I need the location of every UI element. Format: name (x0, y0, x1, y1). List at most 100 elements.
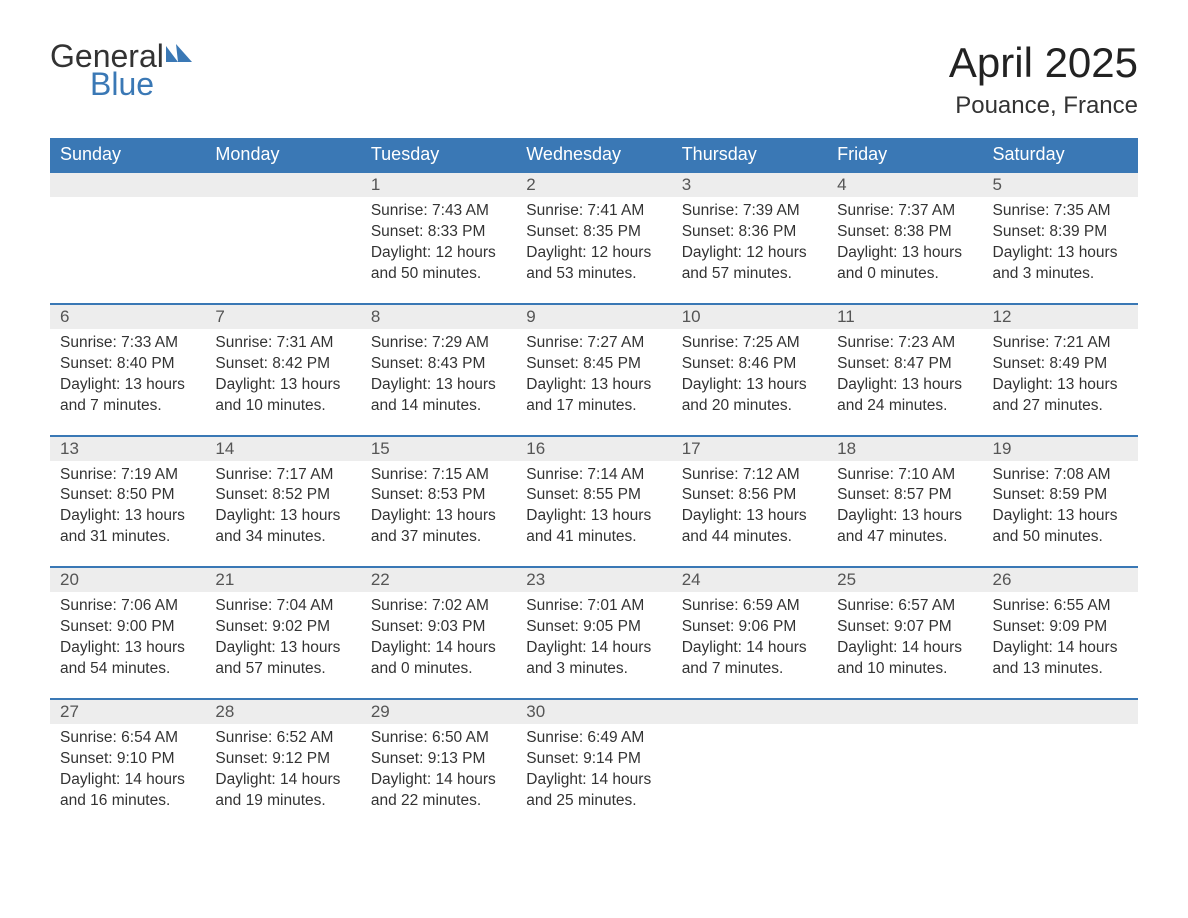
day-number-cell: 5 (983, 172, 1138, 197)
day-content-cell: Sunrise: 7:43 AMSunset: 8:33 PMDaylight:… (361, 197, 516, 304)
sunset-line: Sunset: 8:33 PM (371, 222, 506, 243)
sunrise-line: Sunrise: 6:59 AM (682, 596, 817, 617)
day-content-cell: Sunrise: 6:49 AMSunset: 9:14 PMDaylight:… (516, 724, 671, 830)
day-number-cell: 14 (205, 436, 360, 461)
day-number-cell: 2 (516, 172, 671, 197)
sunrise-line: Sunrise: 6:55 AM (993, 596, 1128, 617)
day-content-cell: Sunrise: 7:02 AMSunset: 9:03 PMDaylight:… (361, 592, 516, 699)
day-content-cell (983, 724, 1138, 830)
sunset-line: Sunset: 8:50 PM (60, 485, 195, 506)
location-label: Pouance, France (949, 92, 1138, 120)
day-content-cell: Sunrise: 6:59 AMSunset: 9:06 PMDaylight:… (672, 592, 827, 699)
daylight-line: Daylight: 13 hours and 3 minutes. (993, 243, 1128, 285)
week-daynum-row: 12345 (50, 172, 1138, 197)
sunrise-line: Sunrise: 7:31 AM (215, 333, 350, 354)
daylight-line: Daylight: 14 hours and 22 minutes. (371, 770, 506, 812)
day-number-cell: 6 (50, 304, 205, 329)
sunrise-line: Sunrise: 7:19 AM (60, 465, 195, 486)
sunrise-line: Sunrise: 6:50 AM (371, 728, 506, 749)
week-daynum-row: 20212223242526 (50, 567, 1138, 592)
sunset-line: Sunset: 8:39 PM (993, 222, 1128, 243)
sunset-line: Sunset: 9:12 PM (215, 749, 350, 770)
daylight-line: Daylight: 13 hours and 24 minutes. (837, 375, 972, 417)
day-number-cell: 16 (516, 436, 671, 461)
sunset-line: Sunset: 8:35 PM (526, 222, 661, 243)
daylight-line: Daylight: 12 hours and 50 minutes. (371, 243, 506, 285)
sunset-line: Sunset: 9:10 PM (60, 749, 195, 770)
day-number-cell: 26 (983, 567, 1138, 592)
day-number-cell: 13 (50, 436, 205, 461)
day-number-cell: 17 (672, 436, 827, 461)
day-content-cell: Sunrise: 7:06 AMSunset: 9:00 PMDaylight:… (50, 592, 205, 699)
sunrise-line: Sunrise: 7:25 AM (682, 333, 817, 354)
day-number-cell (205, 172, 360, 197)
day-number-cell (983, 699, 1138, 724)
sunrise-line: Sunrise: 7:37 AM (837, 201, 972, 222)
sunset-line: Sunset: 8:57 PM (837, 485, 972, 506)
daylight-line: Daylight: 13 hours and 17 minutes. (526, 375, 661, 417)
sunrise-line: Sunrise: 6:57 AM (837, 596, 972, 617)
sunset-line: Sunset: 8:42 PM (215, 354, 350, 375)
day-content-cell: Sunrise: 7:31 AMSunset: 8:42 PMDaylight:… (205, 329, 360, 436)
day-content-cell: Sunrise: 6:55 AMSunset: 9:09 PMDaylight:… (983, 592, 1138, 699)
sunrise-line: Sunrise: 7:33 AM (60, 333, 195, 354)
day-number-cell: 28 (205, 699, 360, 724)
day-number-cell: 1 (361, 172, 516, 197)
day-number-cell: 15 (361, 436, 516, 461)
day-content-cell: Sunrise: 7:08 AMSunset: 8:59 PMDaylight:… (983, 461, 1138, 568)
daylight-line: Daylight: 13 hours and 7 minutes. (60, 375, 195, 417)
day-content-cell: Sunrise: 6:57 AMSunset: 9:07 PMDaylight:… (827, 592, 982, 699)
day-content-cell: Sunrise: 7:37 AMSunset: 8:38 PMDaylight:… (827, 197, 982, 304)
sunrise-line: Sunrise: 7:21 AM (993, 333, 1128, 354)
day-number-cell: 22 (361, 567, 516, 592)
sunset-line: Sunset: 9:02 PM (215, 617, 350, 638)
day-content-cell (827, 724, 982, 830)
daylight-line: Daylight: 13 hours and 27 minutes. (993, 375, 1128, 417)
flag-icon (166, 44, 192, 66)
sunset-line: Sunset: 9:03 PM (371, 617, 506, 638)
daylight-line: Daylight: 14 hours and 3 minutes. (526, 638, 661, 680)
day-content-cell: Sunrise: 7:17 AMSunset: 8:52 PMDaylight:… (205, 461, 360, 568)
daylight-line: Daylight: 13 hours and 54 minutes. (60, 638, 195, 680)
daylight-line: Daylight: 13 hours and 34 minutes. (215, 506, 350, 548)
sunset-line: Sunset: 8:59 PM (993, 485, 1128, 506)
day-content-cell: Sunrise: 7:25 AMSunset: 8:46 PMDaylight:… (672, 329, 827, 436)
sunrise-line: Sunrise: 7:12 AM (682, 465, 817, 486)
daylight-line: Daylight: 14 hours and 0 minutes. (371, 638, 506, 680)
sunrise-line: Sunrise: 7:35 AM (993, 201, 1128, 222)
sunrise-line: Sunrise: 7:43 AM (371, 201, 506, 222)
day-content-cell: Sunrise: 7:41 AMSunset: 8:35 PMDaylight:… (516, 197, 671, 304)
day-content-cell: Sunrise: 7:29 AMSunset: 8:43 PMDaylight:… (361, 329, 516, 436)
daylight-line: Daylight: 13 hours and 31 minutes. (60, 506, 195, 548)
day-content-cell (50, 197, 205, 304)
week-daynum-row: 27282930 (50, 699, 1138, 724)
daylight-line: Daylight: 12 hours and 53 minutes. (526, 243, 661, 285)
day-header: Thursday (672, 138, 827, 172)
day-number-cell (672, 699, 827, 724)
day-number-cell: 29 (361, 699, 516, 724)
day-header: Wednesday (516, 138, 671, 172)
day-content-cell: Sunrise: 7:14 AMSunset: 8:55 PMDaylight:… (516, 461, 671, 568)
sunset-line: Sunset: 8:47 PM (837, 354, 972, 375)
sunset-line: Sunset: 8:40 PM (60, 354, 195, 375)
daylight-line: Daylight: 13 hours and 47 minutes. (837, 506, 972, 548)
day-number-cell: 7 (205, 304, 360, 329)
sunset-line: Sunset: 9:00 PM (60, 617, 195, 638)
day-number-cell: 4 (827, 172, 982, 197)
week-content-row: Sunrise: 6:54 AMSunset: 9:10 PMDaylight:… (50, 724, 1138, 830)
daylight-line: Daylight: 13 hours and 37 minutes. (371, 506, 506, 548)
brand-blue: Blue (90, 68, 192, 100)
sunset-line: Sunset: 9:09 PM (993, 617, 1128, 638)
sunset-line: Sunset: 8:43 PM (371, 354, 506, 375)
day-number-cell (827, 699, 982, 724)
daylight-line: Daylight: 13 hours and 20 minutes. (682, 375, 817, 417)
day-content-cell (672, 724, 827, 830)
day-content-cell: Sunrise: 7:27 AMSunset: 8:45 PMDaylight:… (516, 329, 671, 436)
sunrise-line: Sunrise: 7:39 AM (682, 201, 817, 222)
sunset-line: Sunset: 8:55 PM (526, 485, 661, 506)
sunrise-line: Sunrise: 7:14 AM (526, 465, 661, 486)
day-content-cell: Sunrise: 7:04 AMSunset: 9:02 PMDaylight:… (205, 592, 360, 699)
week-content-row: Sunrise: 7:33 AMSunset: 8:40 PMDaylight:… (50, 329, 1138, 436)
sunrise-line: Sunrise: 7:02 AM (371, 596, 506, 617)
sunset-line: Sunset: 9:13 PM (371, 749, 506, 770)
